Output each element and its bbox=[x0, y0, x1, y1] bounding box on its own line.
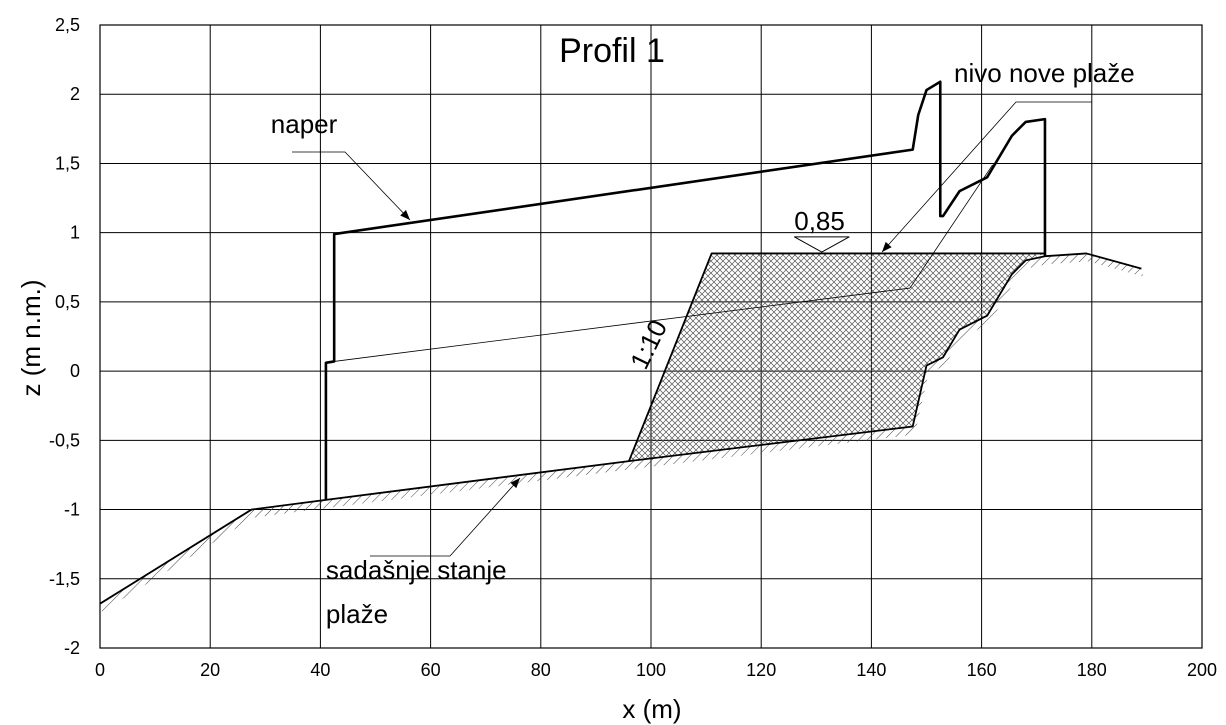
x-tick-label: 80 bbox=[531, 660, 551, 680]
y-tick-label: 2 bbox=[70, 84, 80, 104]
y-tick-label: -2 bbox=[64, 638, 80, 658]
x-tick-label: 120 bbox=[746, 660, 776, 680]
annotation-text: naper bbox=[271, 109, 338, 139]
x-tick-label: 60 bbox=[421, 660, 441, 680]
y-tick-label: -1 bbox=[64, 500, 80, 520]
x-tick-label: 160 bbox=[967, 660, 997, 680]
series-line-1 bbox=[324, 80, 1047, 500]
x-tick-label: 140 bbox=[856, 660, 886, 680]
pointer-arrowhead bbox=[400, 210, 410, 220]
y-tick-label: -1,5 bbox=[49, 569, 80, 589]
pointer-line bbox=[370, 477, 521, 557]
y-tick-label: 0 bbox=[70, 361, 80, 381]
x-tick-label: 0 bbox=[95, 660, 105, 680]
x-tick-label: 100 bbox=[636, 660, 666, 680]
series-line-0 bbox=[99, 252, 1142, 605]
level-marker bbox=[794, 236, 850, 253]
pointer-arrowhead bbox=[510, 478, 520, 489]
x-tick-label: 20 bbox=[200, 660, 220, 680]
pointer-line bbox=[292, 151, 411, 221]
y-tick-label: -0,5 bbox=[49, 430, 80, 450]
chart-title: Profil 1 bbox=[559, 32, 665, 70]
plot-frame bbox=[99, 24, 1203, 649]
x-tick-label: 40 bbox=[310, 660, 330, 680]
pointer-arrowhead bbox=[882, 241, 892, 252]
y-tick-label: 0,5 bbox=[55, 292, 80, 312]
leader-line bbox=[334, 287, 911, 362]
annotation-text: 0,85 bbox=[794, 206, 845, 236]
series-line-2 bbox=[628, 252, 1045, 462]
leader-line bbox=[909, 164, 993, 289]
y-tick-label: 1,5 bbox=[55, 153, 80, 173]
series-lines bbox=[99, 80, 1142, 605]
grid bbox=[99, 24, 1203, 649]
y-tick-label: 1 bbox=[70, 223, 80, 243]
new-beach-fill bbox=[628, 253, 1045, 462]
x-tick-label: 180 bbox=[1077, 660, 1107, 680]
y-axis-label: z (m n.m.) bbox=[16, 280, 46, 397]
tick-labels: 0 20 40 60 80 100 120 140 160 180 200-2-1,5-1-0,50… bbox=[49, 15, 1217, 680]
fill-area bbox=[628, 253, 1045, 462]
annotation-text: nivo nove plaže bbox=[954, 58, 1135, 88]
x-axis-label: x (m) bbox=[622, 694, 681, 724]
y-tick-label: 2,5 bbox=[55, 15, 80, 35]
x-tick-label: 200 bbox=[1187, 660, 1217, 680]
annotation-text: plaže bbox=[326, 599, 388, 629]
annotation-text: sadašnje stanje bbox=[326, 555, 507, 585]
pointer-line bbox=[881, 101, 1092, 253]
